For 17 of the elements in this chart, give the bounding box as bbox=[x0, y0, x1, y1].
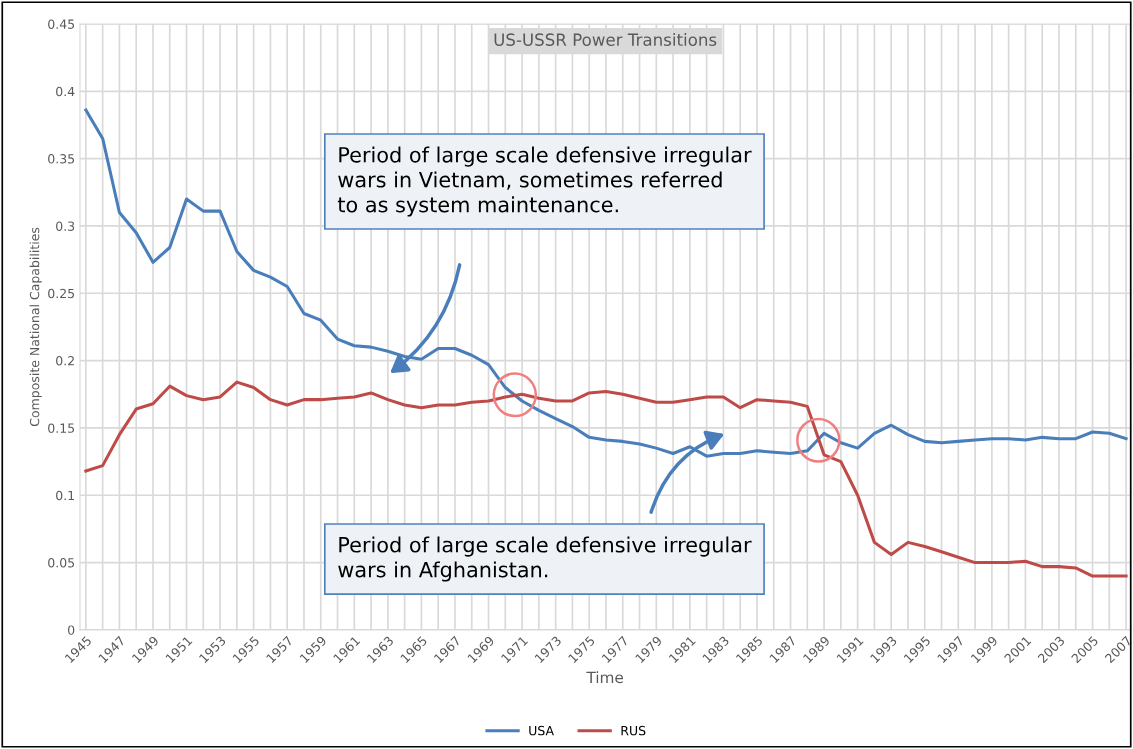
y-tick-label: 0 bbox=[68, 625, 75, 635]
chart-title: US-USSR Power Transitions bbox=[494, 33, 717, 46]
annotation: Period of large scale defensive irregular wars in Vietnam, sometimes referred to as system maintenance. bbox=[337, 146, 752, 217]
annotation: Period of large scale defensive irregular wars in Afghanistan. bbox=[338, 536, 752, 582]
legend-label: RUS bbox=[621, 725, 646, 736]
y-tick-label: 0.05 bbox=[48, 558, 75, 568]
y-tick-label: 0.15 bbox=[48, 423, 75, 433]
y-axis-title: Composite National Capabilities bbox=[29, 227, 42, 427]
y-tick-label: 0.1 bbox=[56, 490, 74, 501]
y-tick-label: 0.2 bbox=[56, 356, 74, 366]
x-axis-title: Time bbox=[586, 671, 624, 684]
legend-label: USA bbox=[529, 725, 554, 736]
y-tick-label: 0.4 bbox=[56, 86, 75, 97]
y-tick-label: 0.45 bbox=[48, 19, 75, 29]
y-tick-label: 0.35 bbox=[48, 154, 75, 164]
y-tick-label: 0.25 bbox=[48, 288, 75, 299]
y-tick-label: 0.3 bbox=[56, 221, 75, 231]
